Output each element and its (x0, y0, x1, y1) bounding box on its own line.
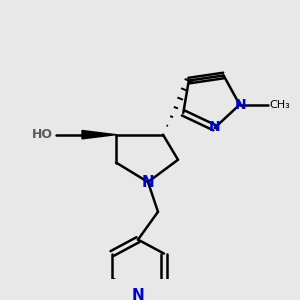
Text: HO: HO (32, 128, 53, 141)
Text: CH₃: CH₃ (270, 100, 290, 110)
Polygon shape (82, 130, 116, 139)
Text: N: N (142, 176, 154, 190)
Text: N: N (132, 288, 144, 300)
Text: N: N (209, 120, 220, 134)
Text: N: N (235, 98, 246, 112)
